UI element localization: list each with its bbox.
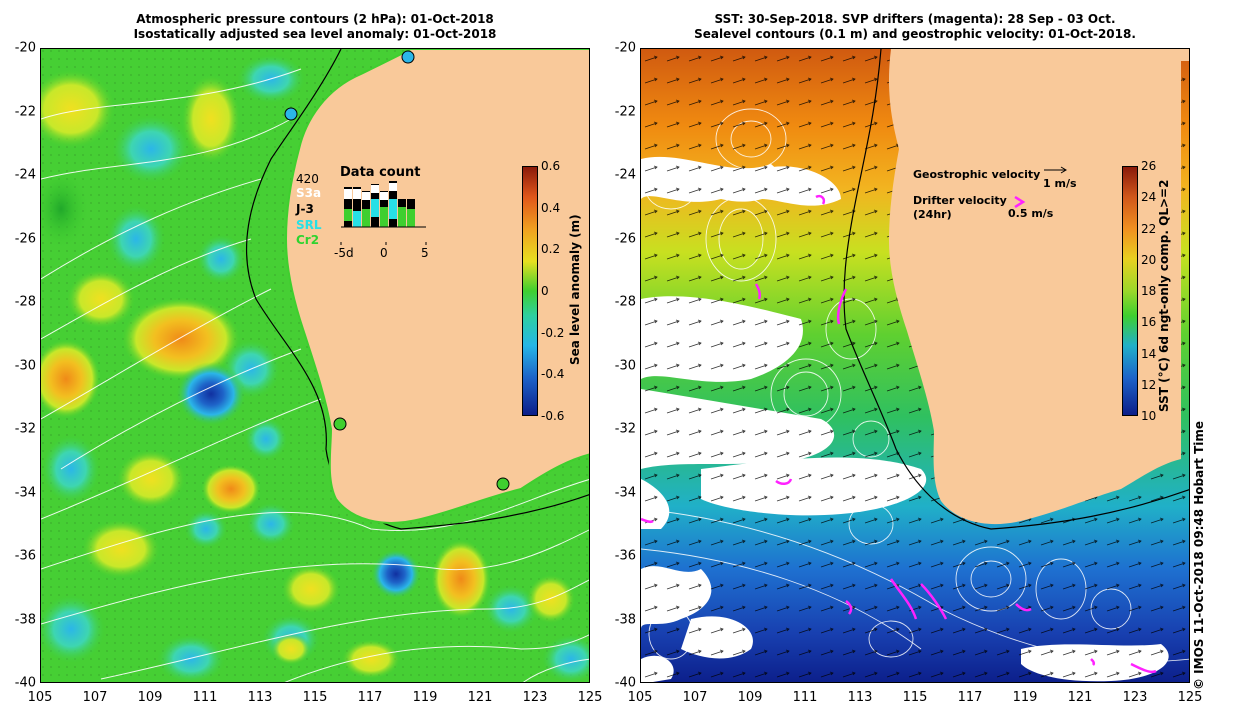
geostrophic-velocity-label: Geostrophic velocity [913, 168, 1041, 181]
y-tick-label-left: -32 [14, 421, 36, 437]
sst-colorbar-tick: 22 [1141, 221, 1157, 236]
y-tick-label-right: -32 [614, 421, 636, 437]
y-tick-label-left: -20 [14, 40, 36, 56]
right-title-line1: SST: 30-Sep-2018. SVP drifters (magenta)… [714, 12, 1116, 26]
sla-map-graphic [41, 49, 589, 682]
x-tick-label-left: 113 [247, 690, 273, 705]
sla-colorbar-tick: -0.6 [541, 409, 565, 423]
sla-colorbar [522, 166, 538, 416]
x-tick-label-right: 119 [1012, 690, 1038, 705]
x-tick-label-right: 121 [1067, 690, 1093, 705]
y-tick-label-right: -40 [614, 675, 636, 691]
y-tick-label-left: -34 [14, 485, 36, 500]
y-tick-label-right: -24 [614, 167, 636, 183]
x-tick-label-right: 109 [737, 690, 763, 705]
x-tick-label-left: 121 [467, 690, 493, 705]
sst-colorbar-tick: 20 [1141, 252, 1157, 267]
left-title-line1: Atmospheric pressure contours (2 hPa): 0… [136, 12, 494, 26]
sst-colorbar-tick: 10 [1141, 409, 1157, 423]
sla-colorbar-title: Sea level anomaly (m) [568, 214, 582, 365]
y-tick-label-left: -40 [14, 675, 36, 691]
y-tick-label-left: -28 [14, 294, 36, 310]
y-tick-label-left: -30 [14, 358, 36, 373]
drifter-velocity-label: Drifter velocity [913, 194, 1007, 207]
sla-colorbar-tick: -0.2 [541, 325, 565, 340]
sst-colorbar-tick: 26 [1141, 159, 1157, 173]
data-count-title: Data count [340, 165, 421, 180]
sat-label-s3a: S3a [296, 186, 322, 200]
sat-label-cr2: Cr2 [296, 233, 320, 247]
sla-colorbar-tick: -0.4 [541, 367, 565, 382]
drifter-velocity-sub: (24hr) [913, 208, 952, 221]
left-panel-title: Atmospheric pressure contours (2 hPa): 0… [40, 12, 590, 42]
right-panel-title: SST: 30-Sep-2018. SVP drifters (magenta)… [640, 12, 1190, 42]
sat-label-j3: J-3 [296, 202, 314, 216]
x-tick-label-right: 113 [847, 690, 873, 705]
x-tick-label-right: 111 [792, 690, 818, 705]
australia-landmass-sst [888, 49, 1189, 524]
drifter-velocity-scale: 0.5 m/s [1008, 207, 1054, 220]
sst-map-graphic [641, 49, 1189, 682]
x-tick-label-right: 117 [957, 690, 983, 705]
x-tick-label-right: 125 [1177, 690, 1203, 705]
y-tick-label-left: -26 [14, 231, 36, 246]
australia-landmass [284, 49, 589, 524]
sla-colorbar-tick: 0.4 [541, 200, 561, 215]
sst-colorbar-tick: 24 [1141, 190, 1157, 205]
x-tick-label-left: 111 [192, 690, 218, 705]
sst-map [640, 48, 1190, 683]
x-tick-label-right: 123 [1122, 690, 1148, 705]
x-tick-label-left: 115 [302, 690, 328, 705]
x-tick-label-left: 109 [137, 690, 163, 705]
x-tick-label-left: 119 [412, 690, 438, 705]
geostrophic-velocity-scale: 1 m/s [1043, 177, 1077, 190]
data-count-max: 420 [296, 172, 319, 186]
y-tick-label-right: -28 [614, 294, 636, 310]
x-tick-label-right: 107 [682, 690, 708, 705]
y-tick-label-left: -24 [14, 167, 36, 183]
data-count-tick-0: 0 [380, 246, 388, 260]
y-tick-label-right: -38 [614, 612, 636, 627]
y-tick-label-right: -20 [614, 40, 636, 56]
y-tick-label-right: -36 [614, 548, 636, 564]
sst-colorbar-tick: 14 [1141, 346, 1157, 361]
sst-colorbar-tick: 12 [1141, 377, 1157, 392]
x-tick-label-left: 105 [27, 690, 53, 705]
data-count-bars [340, 181, 427, 245]
imos-credit: © IMOS 11-Oct-2018 09:48 Hobart Time [1192, 420, 1206, 690]
x-tick-label-left: 107 [82, 690, 108, 705]
x-tick-label-left: 117 [357, 690, 383, 705]
x-tick-label-right: 105 [627, 690, 653, 705]
sst-colorbar [1122, 166, 1138, 416]
sea-level-anomaly-map [40, 48, 590, 683]
x-tick-label-left: 123 [522, 690, 548, 705]
y-tick-label-right: -34 [614, 485, 636, 500]
drifter-tracks [641, 194, 1157, 674]
y-tick-label-left: -22 [14, 104, 36, 119]
y-tick-label-left: -36 [14, 548, 36, 564]
y-tick-label-right: -30 [614, 358, 636, 373]
y-tick-label-left: -38 [14, 612, 36, 627]
x-tick-label-left: 125 [577, 690, 603, 705]
x-tick-label-right: 115 [902, 690, 928, 705]
right-title-line2: Sealevel contours (0.1 m) and geostrophi… [694, 27, 1136, 41]
sla-colorbar-tick: 0.6 [541, 159, 561, 173]
left-title-line2: Isostatically adjusted sea level anomaly… [133, 27, 497, 41]
y-tick-label-right: -26 [614, 231, 636, 246]
data-count-tick-5: 5 [421, 246, 429, 260]
sla-colorbar-tick: 0.2 [541, 242, 561, 257]
sst-colorbar-tick: 16 [1141, 315, 1157, 330]
sst-colorbar-title: SST (°C) 6d ngt-only comp. QL>=2 [1157, 179, 1171, 412]
data-count-tick-minus5d: -5d [334, 246, 354, 260]
y-tick-label-right: -22 [614, 104, 636, 119]
sla-colorbar-tick: 0 [541, 284, 549, 298]
sat-label-srl: SRL [296, 218, 322, 232]
sst-colorbar-tick: 18 [1141, 284, 1157, 298]
